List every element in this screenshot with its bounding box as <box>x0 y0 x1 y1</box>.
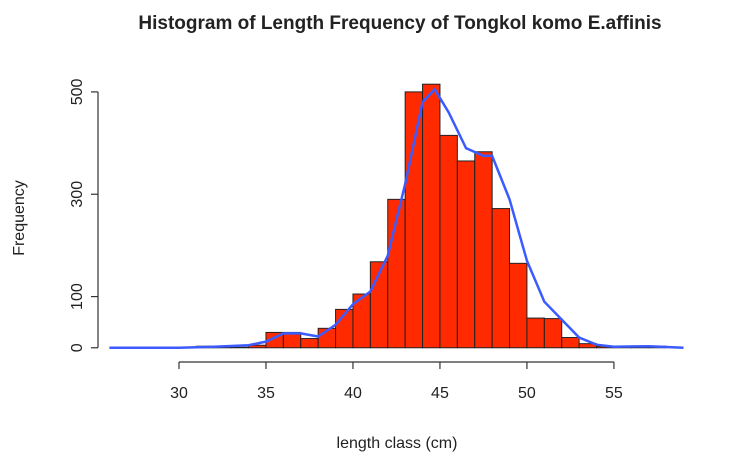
y-axis-label: Frequency <box>11 180 28 256</box>
histogram-bar <box>282 331 302 349</box>
histogram-bar <box>526 317 545 349</box>
x-axis-label: length class (cm) <box>337 435 458 452</box>
histogram-bar <box>456 160 476 349</box>
x-tick-label: 55 <box>605 385 623 402</box>
y-tick-label: 300 <box>69 181 86 208</box>
y-tick-label: 500 <box>69 78 86 105</box>
histogram-bar <box>491 208 511 349</box>
histogram-bar <box>543 318 563 349</box>
histogram-bar <box>561 337 580 349</box>
histogram-bar <box>474 151 493 349</box>
histogram-bar <box>230 346 250 349</box>
histogram-bar <box>439 134 458 349</box>
y-tick-label: 0 <box>69 343 86 352</box>
x-tick-label: 30 <box>170 385 188 402</box>
chart-title: Histogram of Length Frequency of Tongkol… <box>138 13 661 34</box>
x-tick-label: 45 <box>431 385 449 402</box>
x-tick-label: 50 <box>518 385 536 402</box>
histogram-bar <box>300 338 319 349</box>
y-tick-label: 100 <box>69 283 86 310</box>
histogram-bar <box>404 91 424 349</box>
histogram-bar <box>509 262 528 349</box>
density-line <box>109 87 684 350</box>
histogram-bar <box>422 83 441 349</box>
x-tick-label: 35 <box>257 385 275 402</box>
x-tick-label: 40 <box>344 385 362 402</box>
